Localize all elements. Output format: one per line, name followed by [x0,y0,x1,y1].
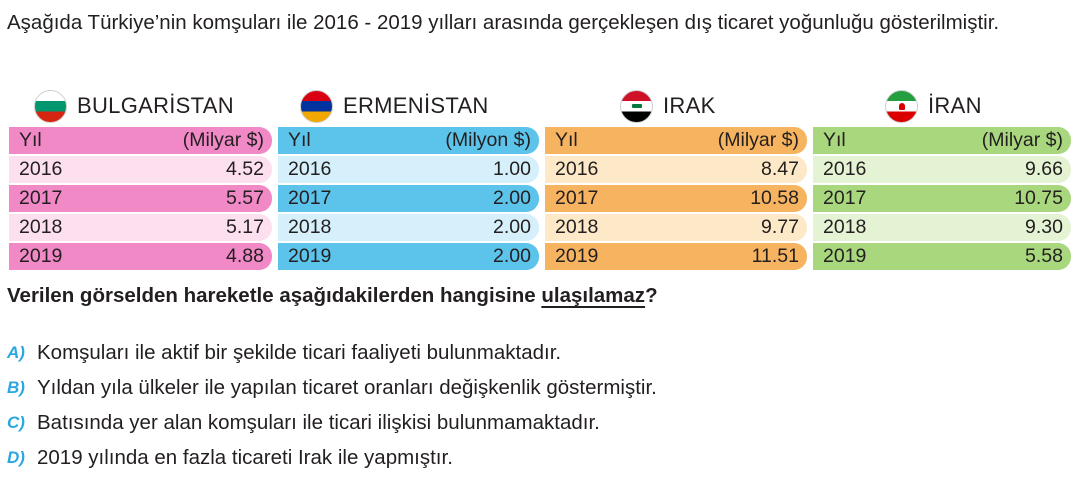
table-row: 2018 9.30 [813,214,1071,241]
country-title: İRAN [885,88,982,124]
country-name: IRAK [663,93,716,118]
value-cell: 10.58 [750,187,799,209]
value-cell: 1.00 [493,158,531,180]
country-name: ERMENİSTAN [343,93,489,118]
value-cell: 11.51 [751,245,799,267]
option-d[interactable]: D) 2019 yılında en fazla ticareti Irak i… [7,446,453,470]
table-header: Yıl (Milyar $) [9,127,272,154]
option-b[interactable]: B) Yıldan yıla ülkeler ile yapılan ticar… [7,376,657,400]
question-text: Verilen görselden hareketle aşağıdakiler… [7,284,658,308]
year-cell: 2017 [19,187,63,209]
table-header: Yıl (Milyar $) [813,127,1071,154]
year-header: Yıl [288,129,311,151]
unit-header: (Milyar $) [981,129,1063,151]
option-text: Batısında yer alan komşuları ile ticari … [37,411,600,434]
table-row: 2019 11.51 [545,243,807,270]
value-cell: 5.17 [226,216,264,238]
option-a[interactable]: A) Komşuları ile aktif bir şekilde ticar… [7,341,561,365]
year-cell: 2018 [288,216,332,238]
iran-flag-icon [885,89,918,123]
table-row: 2018 2.00 [278,214,539,241]
table-header: Yıl (Milyon $) [278,127,539,154]
value-cell: 2.00 [493,245,531,267]
table-row: 2017 10.75 [813,185,1071,212]
table-row: 2018 9.77 [545,214,807,241]
unit-header: (Milyon $) [445,129,531,151]
question-before: Verilen görselden hareketle aşağıdakiler… [7,284,542,307]
option-letter: B) [7,378,25,397]
year-cell: 2016 [555,158,599,180]
trade-tables: BULGARİSTAN Yıl (Milyar $) 2016 4.52 201… [9,88,1071,275]
value-cell: 5.58 [1025,245,1063,267]
unit-header: (Milyar $) [717,129,799,151]
value-cell: 4.52 [226,158,264,180]
option-letter: D) [7,448,25,467]
country-name: BULGARİSTAN [77,93,234,118]
country-name: İRAN [928,93,982,118]
question-underlined: ulaşılamaz [541,284,646,307]
country-title: ERMENİSTAN [300,88,489,124]
value-cell: 2.00 [493,187,531,209]
iraq-flag-icon [620,89,653,123]
option-c[interactable]: C) Batısında yer alan komşuları ile tica… [7,411,600,435]
table-row: 2016 9.66 [813,156,1071,183]
value-cell: 9.77 [761,216,799,238]
year-cell: 2018 [19,216,63,238]
option-letter: A) [7,343,25,362]
year-cell: 2018 [823,216,867,238]
year-header: Yıl [555,129,578,151]
option-letter: C) [7,413,25,432]
table-row: 2017 10.58 [545,185,807,212]
table-row: 2019 5.58 [813,243,1071,270]
option-text: Komşuları ile aktif bir şekilde ticari f… [37,341,562,364]
table-row: 2019 2.00 [278,243,539,270]
country-title: IRAK [620,88,716,124]
table-row: 2016 8.47 [545,156,807,183]
value-cell: 9.30 [1025,216,1063,238]
year-cell: 2017 [288,187,332,209]
table-header: Yıl (Milyar $) [545,127,807,154]
year-cell: 2016 [288,158,332,180]
country-title: BULGARİSTAN [34,88,234,124]
intro-text: Aşağıda Türkiye’nin komşuları ile 2016 -… [7,11,1000,34]
question-after: ? [645,284,658,307]
armenia-flag-icon [300,89,333,123]
option-text: Yıldan yıla ülkeler ile yapılan ticaret … [37,376,657,399]
year-cell: 2018 [555,216,599,238]
year-cell: 2019 [555,245,599,267]
value-cell: 10.75 [1014,187,1063,209]
year-cell: 2019 [288,245,332,267]
year-header: Yıl [823,129,846,151]
table-row: 2016 4.52 [9,156,272,183]
option-text: 2019 yılında en fazla ticareti Irak ile … [37,446,453,469]
year-cell: 2019 [19,245,63,267]
value-cell: 2.00 [493,216,531,238]
year-cell: 2017 [555,187,599,209]
table-row: 2019 4.88 [9,243,272,270]
table-row: 2017 5.57 [9,185,272,212]
table-row: 2018 5.17 [9,214,272,241]
value-cell: 9.66 [1025,158,1063,180]
year-cell: 2019 [823,245,867,267]
unit-header: (Milyar $) [182,129,264,151]
year-header: Yıl [19,129,42,151]
table-row: 2017 2.00 [278,185,539,212]
year-cell: 2016 [19,158,63,180]
year-cell: 2017 [823,187,867,209]
bulgaria-flag-icon [34,89,67,123]
value-cell: 5.57 [226,187,264,209]
value-cell: 4.88 [226,245,264,267]
table-row: 2016 1.00 [278,156,539,183]
year-cell: 2016 [823,158,867,180]
value-cell: 8.47 [761,158,799,180]
